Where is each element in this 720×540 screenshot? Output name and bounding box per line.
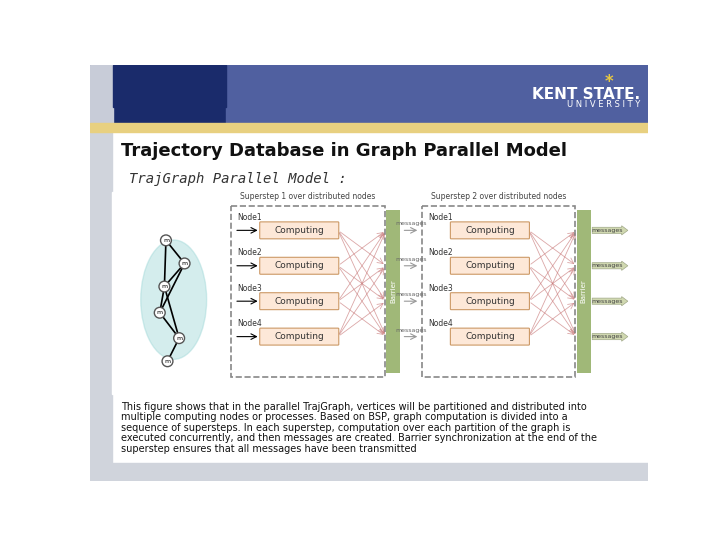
Text: KENT STATE.: KENT STATE.: [532, 86, 640, 102]
Circle shape: [174, 333, 184, 343]
Circle shape: [159, 281, 170, 292]
Text: messages: messages: [395, 257, 426, 262]
Bar: [90, 123, 648, 132]
Text: Computing: Computing: [274, 296, 324, 306]
Text: messages: messages: [591, 299, 623, 303]
Text: Superstep 2 over distributed nodes: Superstep 2 over distributed nodes: [431, 192, 566, 201]
Text: This figure shows that in the parallel TrajGraph, vertices will be partitioned a: This figure shows that in the parallel T…: [121, 402, 587, 412]
Bar: [112, 192, 648, 394]
Text: executed concurrently, and then messages are created. Barrier synchronization at: executed concurrently, and then messages…: [121, 433, 597, 443]
FancyArrow shape: [593, 226, 628, 235]
Text: Barrier: Barrier: [390, 279, 396, 303]
Text: *: *: [605, 73, 613, 91]
FancyBboxPatch shape: [451, 328, 529, 345]
FancyArrow shape: [593, 332, 628, 341]
Text: Barrier: Barrier: [580, 279, 587, 303]
Text: messages: messages: [395, 292, 426, 298]
Circle shape: [161, 235, 171, 246]
Bar: [90, 65, 225, 123]
Text: Node2: Node2: [238, 248, 262, 257]
Text: Computing: Computing: [274, 261, 324, 270]
Text: messages: messages: [395, 221, 426, 226]
Text: m: m: [176, 336, 182, 341]
Text: Trajectory Database in Graph Parallel Model: Trajectory Database in Graph Parallel Mo…: [121, 142, 567, 160]
Text: Node4: Node4: [428, 319, 453, 328]
Text: m: m: [181, 261, 188, 266]
FancyBboxPatch shape: [451, 257, 529, 274]
Bar: [90, 132, 112, 463]
Text: Computing: Computing: [465, 296, 515, 306]
Text: messages: messages: [591, 228, 623, 233]
Text: Computing: Computing: [465, 226, 515, 235]
Bar: [90, 65, 113, 123]
Text: Node3: Node3: [428, 284, 453, 293]
FancyBboxPatch shape: [260, 257, 339, 274]
Text: TrajGraph Parallel Model :: TrajGraph Parallel Model :: [129, 172, 346, 186]
Text: m: m: [164, 359, 171, 364]
Text: Node1: Node1: [428, 213, 453, 222]
Text: m: m: [157, 310, 163, 315]
Text: sequence of supersteps. In each superstep, computation over each partition of th: sequence of supersteps. In each superste…: [121, 423, 570, 433]
Text: Computing: Computing: [274, 226, 324, 235]
FancyArrow shape: [593, 261, 628, 271]
Circle shape: [154, 307, 165, 318]
FancyBboxPatch shape: [451, 222, 529, 239]
FancyBboxPatch shape: [260, 293, 339, 309]
Text: U N I V E R S I T Y: U N I V E R S I T Y: [567, 100, 640, 109]
Text: multiple computing nodes or processes. Based on BSP, graph computation is divide: multiple computing nodes or processes. B…: [121, 413, 567, 422]
Text: m: m: [163, 238, 169, 243]
FancyBboxPatch shape: [260, 328, 339, 345]
Text: Superstep 1 over distributed nodes: Superstep 1 over distributed nodes: [240, 192, 375, 201]
Bar: [113, 65, 225, 107]
FancyBboxPatch shape: [260, 222, 339, 239]
Text: messages: messages: [591, 264, 623, 268]
Text: messages: messages: [591, 334, 623, 339]
Text: m: m: [161, 284, 168, 289]
Text: Node3: Node3: [238, 284, 262, 293]
Circle shape: [179, 258, 190, 269]
Bar: [577, 210, 590, 373]
FancyBboxPatch shape: [451, 293, 529, 309]
Text: Node1: Node1: [238, 213, 262, 222]
Circle shape: [162, 356, 173, 367]
Text: Computing: Computing: [465, 332, 515, 341]
Text: Computing: Computing: [274, 332, 324, 341]
Bar: [386, 210, 400, 373]
Text: Node2: Node2: [428, 248, 453, 257]
Bar: [90, 463, 648, 481]
Text: messages: messages: [395, 328, 426, 333]
Text: Node4: Node4: [238, 319, 262, 328]
Text: superstep ensures that all messages have been transmitted: superstep ensures that all messages have…: [121, 444, 417, 454]
Ellipse shape: [141, 240, 207, 359]
Text: Computing: Computing: [465, 261, 515, 270]
Bar: [225, 65, 648, 123]
FancyArrow shape: [593, 296, 628, 306]
